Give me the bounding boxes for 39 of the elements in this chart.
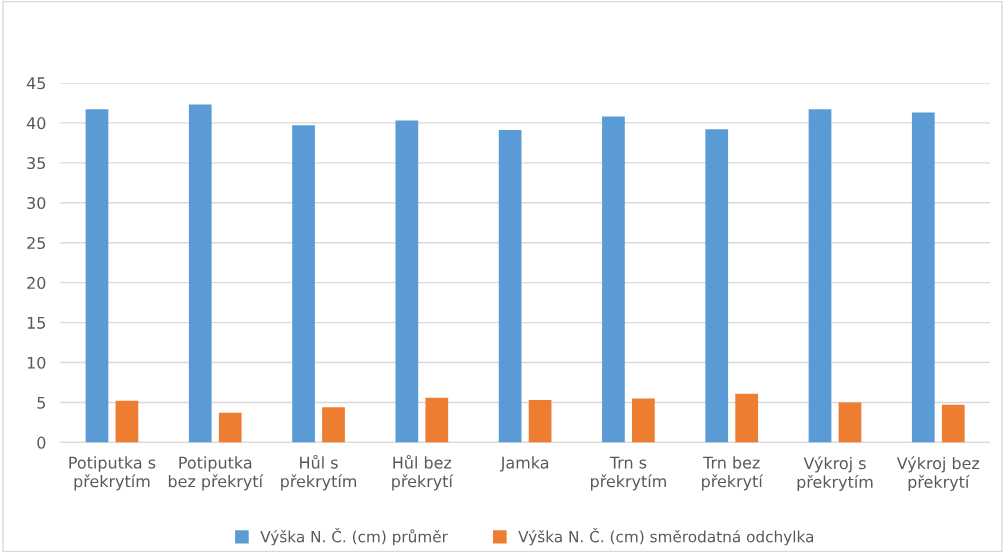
x-tick-label: Potiputka s překrytím (69, 456, 156, 491)
bar (808, 109, 832, 443)
x-tick-label: Výkroj bez překrytí (896, 456, 980, 492)
y-tick-label: 10 (27, 356, 46, 369)
bar (602, 116, 625, 443)
bar (115, 400, 139, 443)
y-tick-label: 25 (27, 236, 46, 249)
bar (838, 402, 862, 443)
y-tick-label: 30 (27, 196, 46, 210)
bar (735, 393, 759, 443)
bar (322, 407, 345, 443)
bar (85, 109, 109, 443)
y-tick-label: 5 (37, 396, 46, 409)
bar (911, 112, 935, 443)
x-tick-label: Výkroj s překrytím (797, 456, 873, 492)
x-tick-label: Trn bez překrytí (702, 456, 764, 491)
legend-label: Výška N. Č. (cm) směrodatná odchylka (518, 528, 814, 546)
bar (705, 129, 729, 443)
x-tick-label: Potiputka bez překrytí (168, 456, 264, 491)
x-tick-label: Hůl s překrytím (281, 454, 357, 491)
y-tick-label: 35 (27, 157, 46, 170)
y-tick-label: 15 (27, 317, 46, 329)
x-tick-label: Jamka (499, 456, 549, 472)
bar (292, 125, 315, 443)
bar (395, 120, 419, 443)
y-tick-label: 0 (37, 436, 46, 449)
bar (218, 412, 242, 443)
x-tick-label: Hůl bez překrytí (392, 454, 454, 491)
legend-label: Výška N. Č. (cm) průměr (260, 528, 448, 546)
bar (528, 400, 552, 443)
y-tick-label: 45 (26, 77, 46, 90)
bar (941, 404, 965, 443)
y-tick-label: 40 (26, 117, 46, 130)
y-tick-label: 20 (27, 276, 46, 289)
bar (188, 104, 212, 443)
bar (425, 397, 449, 443)
bar (632, 398, 655, 443)
x-tick-label: Trn s překrytím (591, 456, 666, 491)
bar (498, 130, 522, 443)
